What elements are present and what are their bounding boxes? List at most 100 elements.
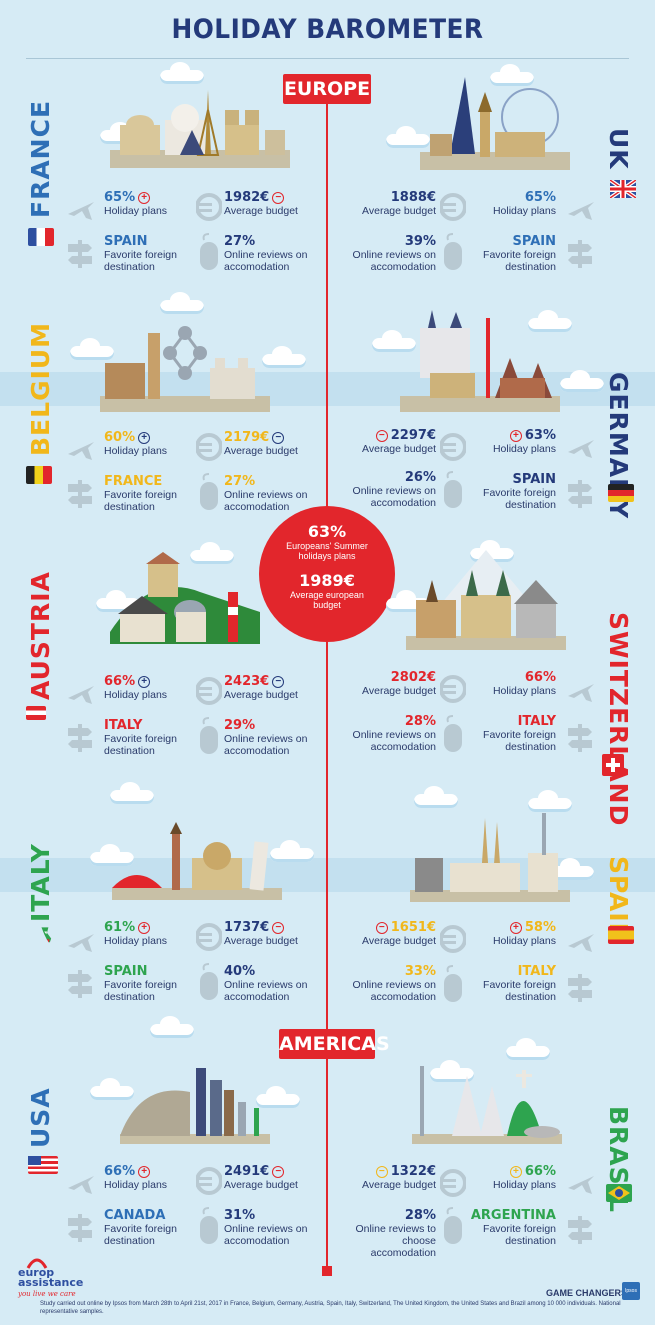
ipsos-logo: Ipsos [622,1282,640,1300]
germany-plans-value: 63% [524,428,556,443]
favorite-destination-label: Favorite foreign destination [483,1223,556,1247]
france-online-reviews: 27% Online reviews on accomodation [224,234,324,273]
plus-icon: + [138,432,151,444]
belgium-favorite-destination: FRANCE Favorite foreign destination [104,474,194,513]
plus-icon: + [509,430,522,442]
average-budget-label: Average budget [362,935,436,947]
favorite-destination-label: Favorite foreign destination [104,489,177,513]
euro-icon [196,923,222,951]
online-reviews-label: Online reviews on accomodation [352,979,436,1003]
belgium-landmarks-illustration [100,326,270,412]
germany-favorite-destination: SPAIN Favorite foreign destination [470,472,556,511]
plus-icon: + [138,676,151,688]
cloud-icon [90,1078,134,1100]
logo-line1: europ [18,1266,55,1279]
france-landmarks-illustration [110,90,290,168]
europe-budget-value: 1989€ [299,571,355,590]
online-reviews-label: Online reviews on accomodation [352,729,436,753]
signpost-icon [568,1216,592,1244]
spain-holiday-plans: +58% Holiday plans [470,920,556,947]
germany-reviews-value: 26% [404,470,436,485]
online-reviews-label: Online reviews on accomodation [224,979,308,1003]
mouse-icon [444,1207,462,1244]
mouse-icon [200,233,218,270]
usa-flag-icon [28,1156,58,1174]
brasil-flag-icon [606,1184,632,1202]
germany-average-budget: −2297€ Average budget [340,428,436,455]
cloud-icon [160,62,204,84]
switzerland-holiday-plans: 66% Holiday plans [470,670,556,697]
favorite-destination-label: Favorite foreign destination [483,979,556,1003]
favorite-destination-label: Favorite foreign destination [104,733,177,757]
euro-icon [196,193,222,221]
plane-icon [568,684,594,702]
holiday-plans-label: Holiday plans [104,1179,168,1191]
plus-icon: + [138,192,151,204]
logo-line2: assistance [18,1276,84,1289]
cloud-icon [262,346,306,368]
austria-landmarks-illustration [110,552,260,644]
uk-plans-value: 65% [524,190,556,205]
germany-flag-icon [608,484,634,502]
euro-icon [196,677,222,705]
average-budget-label: Average budget [362,685,436,697]
switzerland-flag-icon [602,754,624,776]
euro-icon [440,193,466,221]
uk-budget-value: 1888€ [390,190,436,205]
country-name-usa: USA [26,1087,55,1148]
euro-icon [196,433,222,461]
mouse-icon [444,233,462,270]
brasil-budget-value: 1322€ [390,1164,436,1179]
plane-icon [68,1176,94,1194]
switzerland-destination-value: ITALY [517,714,556,729]
belgium-budget-value: 2179€ [224,430,270,445]
italy-holiday-plans: 61% + Holiday plans [104,920,194,947]
mouse-icon [200,1207,218,1244]
favorite-destination-label: Favorite foreign destination [104,249,177,273]
cloud-icon [110,782,154,804]
cloud-icon [90,844,134,866]
uk-reviews-value: 39% [404,234,436,249]
euro-icon [440,925,466,953]
austria-holiday-plans: 66% + Holiday plans [104,674,194,701]
italy-favorite-destination: SPAIN Favorite foreign destination [104,964,194,1003]
brasil-online-reviews: 28% Online reviews to choose accomodatio… [340,1208,436,1259]
austria-average-budget: 2423€ − Average budget [224,674,324,701]
cloud-icon [528,310,572,332]
belgium-destination-value: FRANCE [104,474,163,489]
average-budget-label: Average budget [362,1179,436,1191]
minus-icon: − [272,922,285,934]
signpost-icon [68,240,92,268]
holiday-plans-label: Holiday plans [104,445,168,457]
signpost-icon [568,724,592,752]
spain-online-reviews: 33% Online reviews on accomodation [340,964,436,1003]
signpost-icon [568,974,592,1002]
online-reviews-label: Online reviews on accomodation [352,249,436,273]
france-destination-value: SPAIN [104,234,148,249]
cloud-icon [506,1038,550,1060]
italy-reviews-value: 40% [224,964,256,979]
italy-budget-value: 1737€ [224,920,270,935]
belgium-average-budget: 2179€ − Average budget [224,430,324,457]
switzerland-plans-value: 66% [524,670,556,685]
minus-icon: − [272,676,285,688]
switzerland-average-budget: 2802€ Average budget [340,670,436,697]
mouse-icon [200,963,218,1000]
italy-average-budget: 1737€ − Average budget [224,920,324,947]
europe-summary: 63% Europeans' Summer holidays plans 198… [259,506,395,642]
mouse-icon [200,473,218,510]
signpost-icon [68,724,92,752]
cloud-icon [270,840,314,862]
signpost-icon [68,480,92,508]
euro-icon [440,675,466,703]
cloud-icon [528,790,572,812]
online-reviews-label: Online reviews on accomodation [224,1223,308,1247]
holiday-plans-label: Holiday plans [104,935,168,947]
belgium-plans-value: 60% [104,430,136,445]
plane-icon [568,1176,594,1194]
france-favorite-destination: SPAIN Favorite foreign destination [104,234,194,273]
brasil-average-budget: −1322€ Average budget [340,1164,436,1191]
title-divider [26,58,629,59]
cloud-icon [550,858,594,880]
region-europe: EUROPE [283,74,371,104]
